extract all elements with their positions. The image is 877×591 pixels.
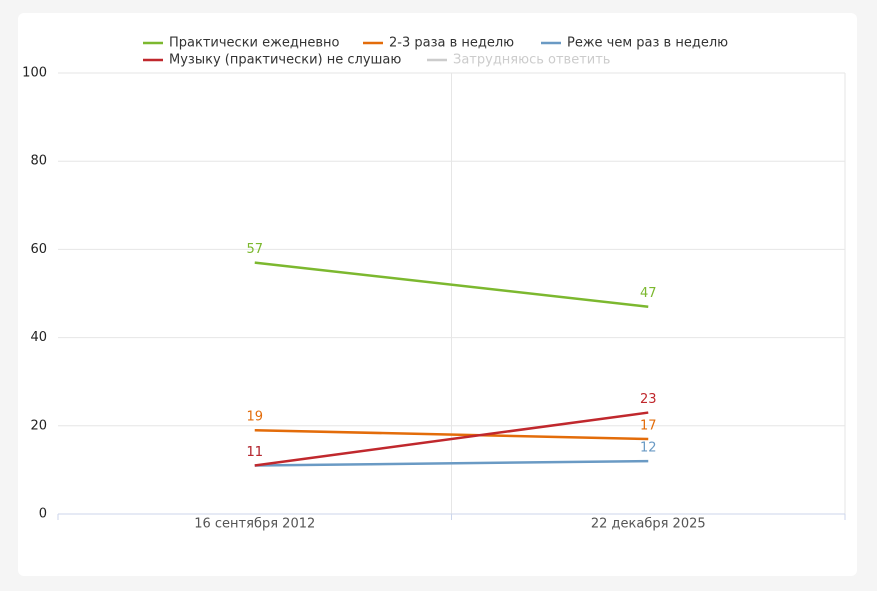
series-line <box>254 428 649 441</box>
data-label: 19 <box>246 410 263 425</box>
data-label: 12 <box>640 441 657 456</box>
y-tick-label: 60 <box>30 242 47 257</box>
series-line <box>254 459 649 467</box>
y-tick-label: 20 <box>30 418 47 433</box>
y-tick-label: 40 <box>30 330 47 345</box>
legend-label[interactable]: Музыку (практически) не слушаю <box>169 53 401 68</box>
legend-label[interactable]: Затрудняюсь ответить <box>453 53 610 68</box>
data-label: 23 <box>640 392 657 407</box>
series-line <box>254 261 649 308</box>
x-tick-label: 22 декабря 2025 <box>591 517 706 532</box>
legend-label[interactable]: 2-3 раза в неделю <box>389 36 514 51</box>
data-label: 57 <box>246 242 263 257</box>
data-label: 47 <box>640 286 657 301</box>
legend-label[interactable]: Практически ежедневно <box>169 36 339 51</box>
data-label: 11 <box>246 445 263 460</box>
y-tick-label: 100 <box>22 66 47 81</box>
y-tick-label: 80 <box>30 154 47 169</box>
x-tick-label: 16 сентября 2012 <box>194 517 315 532</box>
data-label: 11 <box>246 445 263 460</box>
y-tick-label: 0 <box>39 507 47 522</box>
legend-label[interactable]: Реже чем раз в неделю <box>567 36 728 51</box>
card <box>18 13 857 576</box>
data-label: 17 <box>640 419 657 434</box>
series-line <box>254 411 649 467</box>
